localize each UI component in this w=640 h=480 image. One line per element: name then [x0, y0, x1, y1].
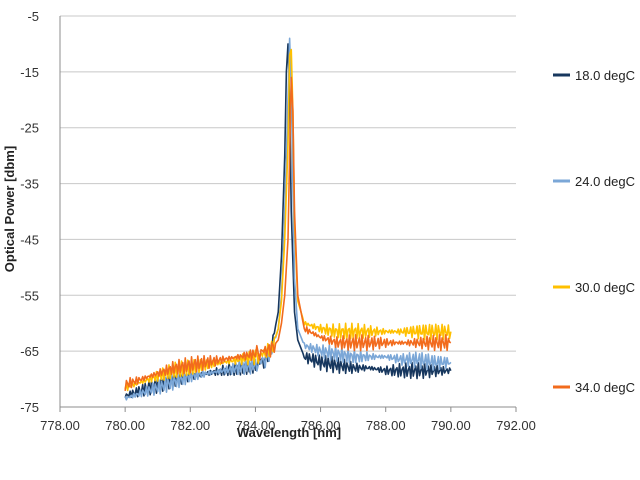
series-lines [124, 37, 452, 401]
y-tick-label: -25 [20, 121, 39, 136]
x-tick-label: 786.00 [301, 418, 341, 433]
legend-label: 30.0 degC [575, 280, 635, 295]
legend-label: 34.0 degC [575, 380, 635, 395]
legend: 18.0 degC 24.0 degC 30.0 degC 34.0 degC [553, 68, 635, 395]
x-axis-title: Wavelength [nm] [237, 425, 341, 440]
x-tick-label: 778.00 [40, 418, 80, 433]
x-tick-label: 784.00 [236, 418, 276, 433]
axes [59, 16, 517, 412]
series-line-4 [124, 76, 452, 391]
y-tick-label: -45 [20, 232, 39, 247]
legend-label: 18.0 degC [575, 68, 635, 83]
y-tick-label: -35 [20, 177, 39, 192]
y-tick-label: -5 [27, 9, 39, 24]
y-tick-label: -15 [20, 65, 39, 80]
x-tick-label: 782.00 [170, 418, 210, 433]
legend-label: 24.0 degC [575, 174, 635, 189]
x-tick-label: 792.00 [496, 418, 536, 433]
x-tick-label: 790.00 [431, 418, 471, 433]
y-tick-label: -75 [20, 400, 39, 415]
y-axis-title: Optical Power [dbm] [2, 146, 17, 272]
y-tick-label: -55 [20, 288, 39, 303]
x-tick-label: 780.00 [105, 418, 145, 433]
series-line-2 [124, 37, 452, 401]
x-tick-label: 788.00 [366, 418, 406, 433]
y-tick-label: -65 [20, 344, 39, 359]
